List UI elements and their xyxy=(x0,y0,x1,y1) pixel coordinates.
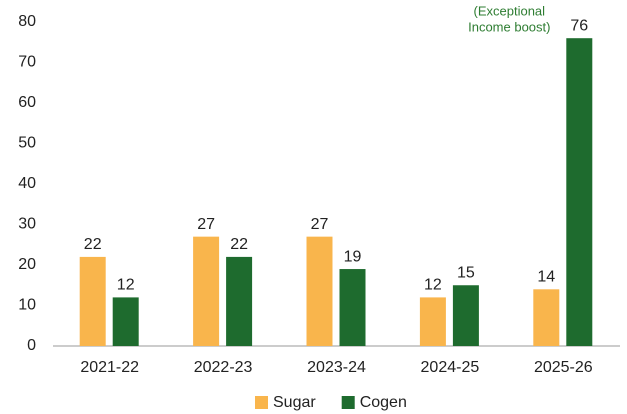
legend-swatch xyxy=(341,396,355,409)
value-label: 22 xyxy=(84,236,102,253)
bar xyxy=(419,297,446,346)
x-tick-label: 2021-22 xyxy=(80,359,139,376)
legend-swatch xyxy=(255,396,268,409)
bar xyxy=(306,236,333,346)
legend-label: Sugar xyxy=(273,394,316,411)
y-tick-label: 20 xyxy=(18,256,36,273)
y-tick-label: 70 xyxy=(18,54,36,71)
y-tick-label: 80 xyxy=(18,13,36,30)
y-tick-label: 60 xyxy=(18,94,36,111)
bar xyxy=(533,289,560,346)
bar xyxy=(79,256,106,346)
x-tick-label: 2025-26 xyxy=(534,359,593,376)
y-tick-label: 0 xyxy=(27,337,36,354)
x-tick-label: 2022-23 xyxy=(194,359,253,376)
value-label: 12 xyxy=(424,277,442,294)
y-tick-label: 40 xyxy=(18,175,36,192)
y-tick-label: 10 xyxy=(18,297,36,314)
bar xyxy=(193,236,220,346)
value-label: 27 xyxy=(197,216,215,233)
y-tick-label: 50 xyxy=(18,135,36,152)
value-label: 12 xyxy=(117,277,135,294)
value-label: 22 xyxy=(230,236,248,253)
legend-label: Cogen xyxy=(360,394,407,411)
value-label: 15 xyxy=(457,264,475,281)
value-label: 27 xyxy=(311,216,329,233)
bar xyxy=(452,285,479,346)
value-label: 14 xyxy=(537,269,555,286)
bar xyxy=(226,256,253,346)
y-tick-label: 30 xyxy=(18,216,36,233)
bar xyxy=(566,38,593,346)
value-label: 19 xyxy=(344,248,362,265)
annotation: (Exceptional xyxy=(474,3,546,18)
x-tick-label: 2023-24 xyxy=(307,359,366,376)
bar xyxy=(112,297,139,346)
annotation: Income boost) xyxy=(468,19,550,34)
x-tick-label: 2024-25 xyxy=(421,359,480,376)
value-label: 76 xyxy=(570,17,588,34)
bar xyxy=(339,269,366,346)
